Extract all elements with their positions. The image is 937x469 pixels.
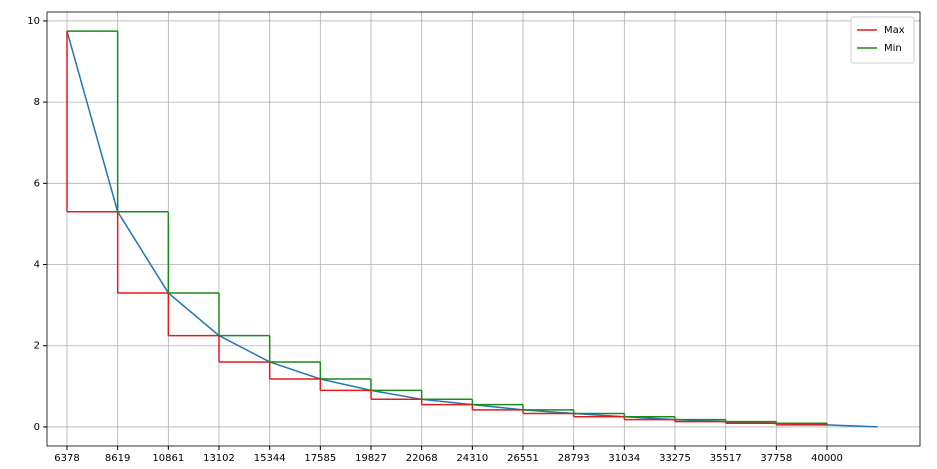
- y-tick-label: 4: [34, 260, 40, 271]
- legend-label: Min: [884, 43, 902, 54]
- x-tick-label: 15344: [254, 453, 286, 464]
- y-tick-label: 10: [27, 16, 40, 27]
- x-tick-label: 40000: [811, 453, 843, 464]
- x-tick-label: 8619: [105, 453, 130, 464]
- x-tick-label: 31034: [608, 453, 640, 464]
- x-tick-label: 13102: [203, 453, 235, 464]
- y-tick-label: 0: [34, 422, 40, 433]
- x-tick-label: 6378: [54, 453, 79, 464]
- x-tick-label: 22068: [406, 453, 438, 464]
- x-tick-label: 35517: [710, 453, 742, 464]
- x-tick-label: 37758: [760, 453, 792, 464]
- y-tick-label: 2: [34, 341, 40, 352]
- legend-label: Max: [884, 25, 905, 36]
- x-tick-label: 33275: [659, 453, 691, 464]
- x-tick-label: 10861: [152, 453, 184, 464]
- x-tick-label: 28793: [558, 453, 590, 464]
- x-tick-label: 17585: [304, 453, 336, 464]
- x-tick-label: 26551: [507, 453, 539, 464]
- plot-frame: [46, 11, 921, 447]
- y-tick-label: 8: [34, 97, 40, 108]
- x-tick-label: 19827: [355, 453, 387, 464]
- x-tick-label: 24310: [456, 453, 488, 464]
- legend-box: [850, 16, 915, 64]
- y-tick-label: 6: [34, 178, 40, 189]
